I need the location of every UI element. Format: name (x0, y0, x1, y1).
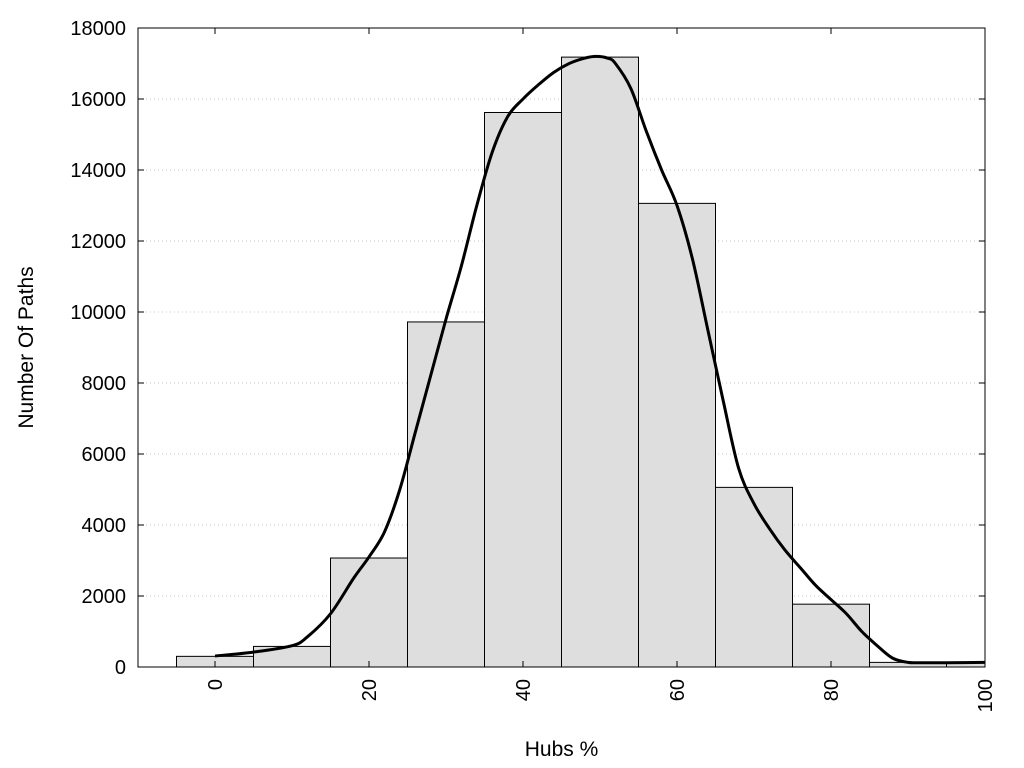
x-tick-label: 60 (667, 679, 689, 701)
x-tick-label: 100 (975, 679, 997, 712)
x-tick-label: 80 (821, 679, 843, 701)
y-tick-label: 2000 (82, 586, 127, 608)
density-curve (214, 54, 986, 665)
y-tick-label: 18000 (70, 18, 126, 40)
y-tick-label: 14000 (70, 160, 126, 182)
x-tick-label: 40 (513, 679, 535, 701)
y-tick-label: 16000 (70, 89, 126, 111)
x-axis-ticks: 0 20 40 60 80 100 (205, 28, 997, 712)
y-tick-label: 12000 (70, 231, 126, 253)
plot-frame (137, 27, 986, 668)
x-axis-label: Hubs % (525, 738, 599, 761)
histogram-bars (176, 56, 986, 668)
y-tick-label: 10000 (70, 302, 126, 324)
histogram-bar (638, 202, 716, 668)
histogram-bar (715, 486, 793, 668)
y-axis-label: Number Of Paths (15, 266, 38, 428)
density-curve-group (214, 54, 986, 665)
histogram-bar (792, 603, 870, 668)
y-tick-label: 8000 (82, 373, 127, 395)
histogram-bar (561, 56, 639, 668)
x-tick-label: 20 (359, 679, 381, 701)
histogram-bar (484, 111, 562, 668)
x-tick-label: 0 (205, 679, 227, 690)
y-axis-ticks: 0 2000 4000 6000 8000 10000 12000 14000 16000 180… (70, 18, 985, 679)
y-tick-label: 6000 (82, 444, 127, 466)
histogram-bar (407, 321, 485, 668)
histogram-bar (330, 557, 408, 668)
y-tick-label: 4000 (82, 515, 127, 537)
y-tick-label: 0 (115, 657, 126, 679)
